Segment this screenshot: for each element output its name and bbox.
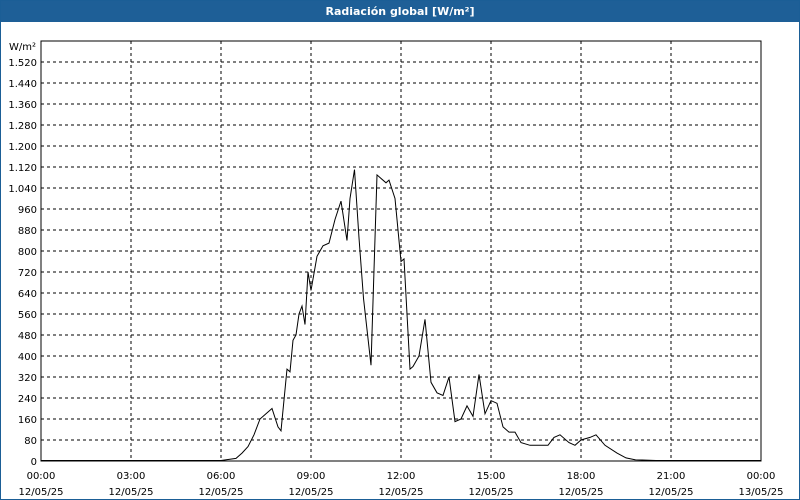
window-title: Radiación global [W/m²] [1, 1, 799, 22]
y-tick-label: 160 [18, 415, 37, 426]
x-tick-date-label: 12/05/25 [199, 487, 244, 498]
y-tick-label: 1.040 [8, 184, 37, 195]
y-tick-label: 560 [18, 310, 37, 321]
y-tick-label: 1.280 [8, 121, 37, 132]
y-tick-label: 640 [18, 289, 37, 300]
series-layer [41, 169, 761, 461]
y-tick-label: 480 [18, 331, 37, 342]
x-tick-date-label: 12/05/25 [289, 487, 334, 498]
tick-labels: 0 80 160 240 320 400 480 560 640 720 800 880 960 1.04… [8, 58, 783, 498]
grid [41, 41, 761, 461]
x-tick-date-label: 12/05/25 [109, 487, 154, 498]
axes [40, 40, 762, 462]
y-tick-label: 1.360 [8, 100, 37, 111]
x-tick-time-label: 03:00 [117, 471, 146, 482]
x-tick-time-label: 09:00 [297, 471, 326, 482]
x-tick-date-label: 13/05/25 [739, 487, 784, 498]
x-tick-time-label: 12:00 [387, 471, 416, 482]
x-tick-date-label: 12/05/25 [469, 487, 514, 498]
x-tick-time-label: 21:00 [657, 471, 686, 482]
plot-border [40, 40, 762, 462]
y-tick-label: 880 [18, 226, 37, 237]
y-tick-label: 960 [18, 205, 37, 216]
series-line [41, 169, 761, 461]
y-tick-label: 320 [18, 373, 37, 384]
y-tick-label: 800 [18, 247, 37, 258]
x-tick-date-label: 12/05/25 [559, 487, 604, 498]
y-tick-label: 240 [18, 394, 37, 405]
y-tick-label: 1.520 [8, 58, 37, 69]
y-tick-label: 80 [24, 436, 37, 447]
x-tick-date-label: 12/05/25 [19, 487, 64, 498]
x-tick-time-label: 15:00 [477, 471, 506, 482]
x-tick-time-label: 06:00 [207, 471, 236, 482]
y-tick-label: 1.440 [8, 79, 37, 90]
y-tick-label: 1.120 [8, 163, 37, 174]
y-tick-label: 1.200 [8, 142, 37, 153]
y-axis-label: W/m² [9, 42, 36, 53]
x-tick-time-label: 00:00 [747, 471, 776, 482]
x-tick-time-label: 18:00 [567, 471, 596, 482]
y-tick-label: 400 [18, 352, 37, 363]
x-tick-time-label: 00:00 [27, 471, 56, 482]
y-tick-label: 0 [31, 457, 37, 468]
y-tick-label: 720 [18, 268, 37, 279]
x-tick-date-label: 12/05/25 [649, 487, 694, 498]
x-tick-date-label: 12/05/25 [379, 487, 424, 498]
